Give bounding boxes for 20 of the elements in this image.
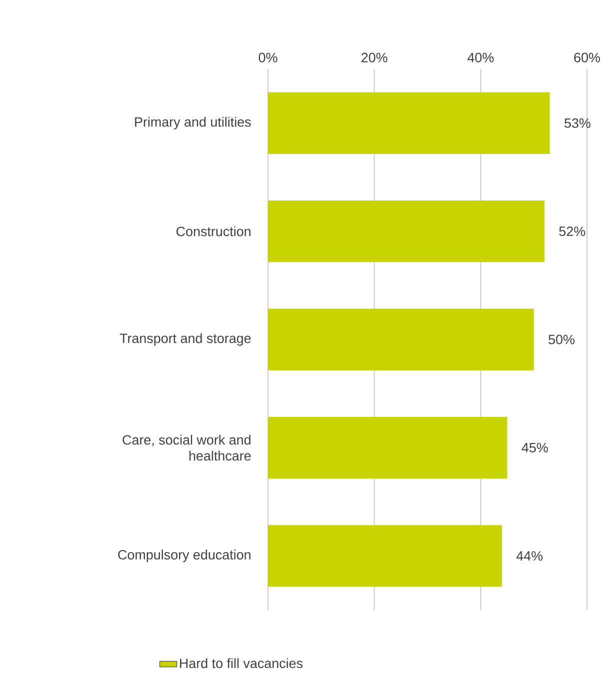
y-tick-label: Care, social work and healthcare	[122, 434, 251, 461]
bar	[268, 308, 534, 370]
y-tick-label: Transport and storage	[120, 333, 251, 346]
x-tick-label: 20%	[362, 52, 388, 62]
y-tick-label: Compulsory education	[118, 550, 250, 562]
bar	[268, 92, 550, 154]
x-tick-label: 40%	[468, 52, 494, 62]
legend-label: Hard to fill vacancies	[180, 658, 303, 668]
x-tick-label: 0%	[258, 52, 278, 62]
bar	[268, 525, 502, 587]
bar	[268, 200, 544, 262]
y-tick-label: Primary and utilities	[135, 116, 251, 130]
data-label: 53%	[564, 118, 590, 128]
data-label: 44%	[516, 551, 543, 561]
data-label: 45%	[522, 442, 548, 452]
x-tick-label: 60%	[574, 52, 600, 62]
bar	[268, 416, 508, 479]
y-tick-label: Construction	[176, 226, 250, 236]
data-label: 50%	[548, 334, 574, 344]
data-label: 52%	[559, 226, 586, 236]
